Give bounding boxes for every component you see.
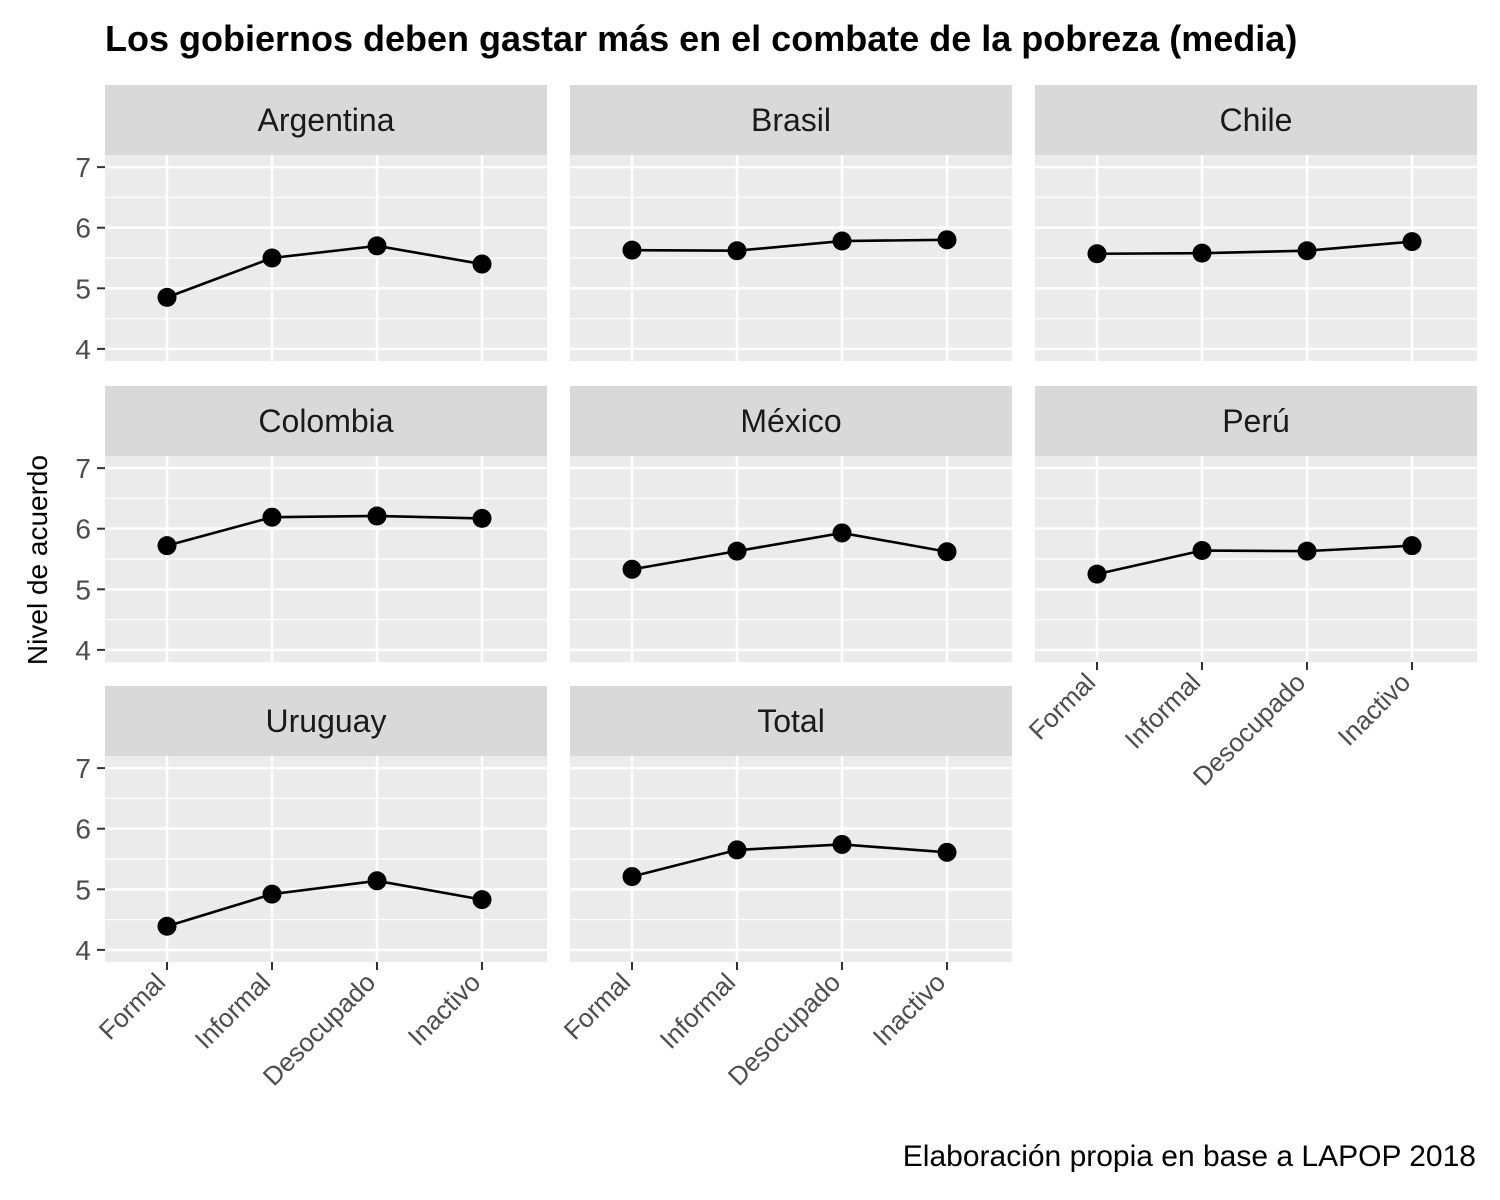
x-tick-label: Formal (1023, 667, 1101, 745)
data-point-mexico-informal (727, 541, 747, 561)
x-tick-label: Inactivo (867, 967, 952, 1052)
strip-label-brasil: Brasil (751, 102, 831, 138)
data-point-brasil-inactivo (937, 230, 957, 250)
x-tick-label: Informal (189, 967, 277, 1055)
series-line-brasil (631, 238, 948, 253)
data-point-colombia-formal (157, 536, 177, 556)
x-tick-label: Inactivo (1332, 667, 1417, 752)
panel-chile: Chile (1035, 85, 1477, 361)
data-point-chile-informal (1192, 243, 1212, 263)
y-tick-label: 7 (75, 753, 91, 784)
x-tick-label: Desocupado (1187, 667, 1311, 791)
data-point-uruguay-inactivo (472, 890, 492, 910)
panel-brasil: Brasil (570, 85, 1012, 361)
x-tick-label: Formal (558, 967, 636, 1045)
data-point-total-inactivo (937, 842, 957, 862)
strip-label-argentina: Argentina (258, 102, 395, 138)
data-point-peru-formal (1087, 564, 1107, 584)
data-point-mexico-inactivo (937, 542, 957, 562)
data-point-chile-formal (1087, 244, 1107, 264)
series-line-colombia (166, 514, 483, 547)
data-point-uruguay-formal (157, 916, 177, 936)
y-tick-label: 7 (75, 453, 91, 484)
data-point-chile-desocupado (1297, 241, 1317, 261)
chart-caption: Elaboración propia en base a LAPOP 2018 (902, 1140, 1476, 1173)
data-point-argentina-informal (262, 248, 282, 268)
y-tick-label: 6 (75, 514, 91, 545)
x-tick-label: Desocupado (722, 967, 846, 1091)
data-point-brasil-desocupado (832, 231, 852, 251)
data-point-mexico-formal (622, 559, 642, 579)
x-tick-label: Desocupado (257, 967, 381, 1091)
chart-title: Los gobiernos deben gastar más en el com… (105, 18, 1298, 59)
x-tick-label: Inactivo (402, 967, 487, 1052)
y-tick-label: 4 (75, 635, 91, 666)
data-point-colombia-desocupado (367, 506, 387, 526)
strip-label-peru: Perú (1222, 403, 1290, 439)
strip-label-colombia: Colombia (258, 403, 393, 439)
data-point-total-formal (622, 867, 642, 887)
data-point-peru-inactivo (1402, 536, 1422, 556)
strip-label-total: Total (757, 703, 825, 739)
data-point-mexico-desocupado (832, 523, 852, 543)
data-point-peru-informal (1192, 541, 1212, 561)
series-line-peru (1096, 544, 1413, 576)
y-tick-label: 6 (75, 213, 91, 244)
y-tick-label: 4 (75, 334, 91, 365)
strip-chile (1035, 85, 1477, 155)
data-point-argentina-inactivo (472, 254, 492, 274)
strip-uruguay (105, 686, 547, 756)
x-tick-label: Informal (654, 967, 742, 1055)
data-point-argentina-formal (157, 287, 177, 307)
y-tick-label: 5 (75, 273, 91, 304)
strip-label-chile: Chile (1220, 102, 1293, 138)
strip-peru (1035, 386, 1477, 456)
y-tick-label: 6 (75, 814, 91, 845)
strip-label-mexico: México (740, 403, 841, 439)
series-line-chile (1096, 240, 1413, 256)
y-tick-label: 4 (75, 935, 91, 966)
panel-argentina: Argentina 4 5 6 7 (75, 85, 547, 365)
data-point-brasil-formal (622, 240, 642, 260)
y-tick-label: 7 (75, 152, 91, 183)
strip-brasil (570, 85, 1012, 155)
y-tick-label: 5 (75, 874, 91, 905)
data-point-uruguay-desocupado (367, 871, 387, 891)
strip-total (570, 686, 1012, 756)
series-line-uruguay (166, 879, 483, 928)
data-point-total-desocupado (832, 834, 852, 854)
data-point-brasil-informal (727, 241, 747, 261)
panel-colombia: Colombia 4 5 6 7 (75, 386, 547, 666)
strip-label-uruguay: Uruguay (266, 703, 387, 739)
data-point-uruguay-informal (262, 884, 282, 904)
data-point-colombia-informal (262, 507, 282, 527)
y-tick-label: 5 (75, 574, 91, 605)
x-tick-label: Informal (1119, 667, 1207, 755)
strip-colombia (105, 386, 547, 456)
series-line-argentina (166, 244, 483, 299)
strip-mexico (570, 386, 1012, 456)
series-line-total (631, 843, 948, 878)
data-point-peru-desocupado (1297, 541, 1317, 561)
data-point-argentina-desocupado (367, 236, 387, 256)
x-tick-label: Formal (93, 967, 171, 1045)
data-point-chile-inactivo (1402, 232, 1422, 252)
panel-mexico: México (570, 386, 1012, 662)
data-point-total-informal (727, 840, 747, 860)
data-point-colombia-inactivo (472, 508, 492, 528)
strip-argentina (105, 85, 547, 155)
series-line-mexico (631, 531, 948, 571)
